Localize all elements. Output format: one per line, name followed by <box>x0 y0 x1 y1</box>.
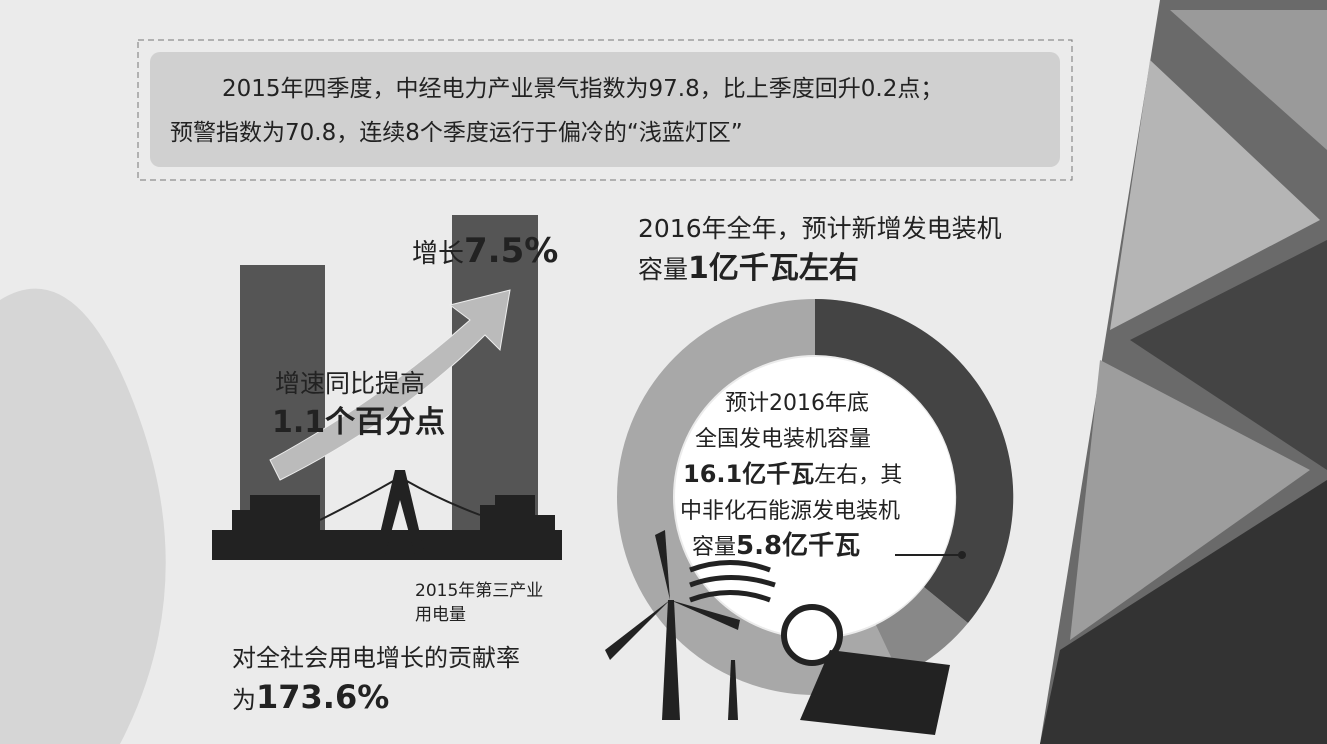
pointer-dot <box>958 551 966 559</box>
note-line: 16.1亿千瓦左右，其 <box>683 460 902 488</box>
caption: 用电量 <box>415 605 466 625</box>
headline-line: 预警指数为70.8，连续8个季度运行于偏冷的“浅蓝灯区” <box>170 120 743 146</box>
growth-value: 7.5% <box>464 231 558 271</box>
caption: 2015年第三产业 <box>415 581 543 601</box>
contribution-number: 173.6% <box>256 678 389 716</box>
note-bold: 5.8亿千瓦 <box>736 531 860 561</box>
note-line: 全国发电装机容量 <box>695 427 871 452</box>
note-line: 容量5.8亿千瓦 <box>692 531 860 561</box>
capacity-line: 2016年全年，预计新增发电装机 <box>638 214 1002 243</box>
note-prefix: 容量 <box>692 535 736 560</box>
contribution-text: 对全社会用电增长的贡献率 <box>232 644 520 672</box>
headline-box <box>150 52 1060 167</box>
contribution-value: 为173.6% <box>232 678 389 716</box>
note-line: 中非化石能源发电装机 <box>680 499 900 524</box>
headline-line: 2015年四季度，中经电力产业景气指数为97.8，比上季度回升0.2点； <box>222 76 943 102</box>
infographic: 2015年四季度，中经电力产业景气指数为97.8，比上季度回升0.2点； 预警指… <box>0 0 1327 744</box>
speedup-value: 1.1个百分点 <box>272 405 445 440</box>
capacity-value: 容量1亿千瓦左右 <box>638 251 859 286</box>
capacity-number: 1亿千瓦左右 <box>688 251 859 286</box>
note-rest: 左右，其 <box>814 463 902 488</box>
contribution-prefix: 为 <box>232 686 256 714</box>
note-line: 预计2016年底 <box>725 391 869 416</box>
page: {"headline": {"line1": "2015年四季度，中经电力产业景… <box>0 0 1327 744</box>
growth-label: 增长 <box>412 239 464 269</box>
speedup-line: 增速同比提高 <box>275 369 425 398</box>
capacity-prefix: 容量 <box>638 255 688 284</box>
note-bold: 16.1亿千瓦 <box>683 460 814 488</box>
